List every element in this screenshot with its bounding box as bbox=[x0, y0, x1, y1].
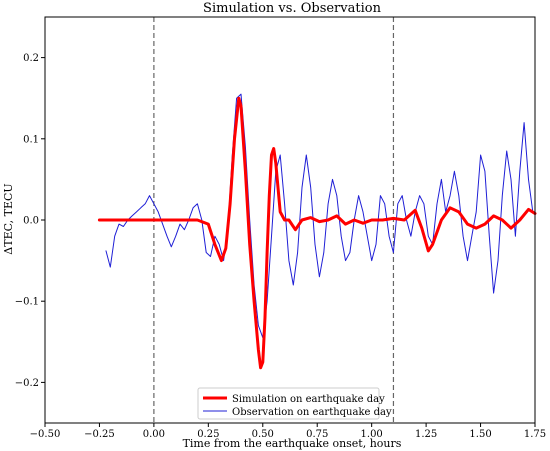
x-tick-label: 1.75 bbox=[524, 429, 546, 440]
y-tick-label: −0.1 bbox=[15, 297, 39, 308]
chart-title: Simulation vs. Observation bbox=[203, 1, 382, 16]
x-tick-label: 0.00 bbox=[143, 429, 165, 440]
x-tick-label: 0.50 bbox=[252, 429, 274, 440]
series-line-simulation bbox=[97, 96, 537, 370]
series-line-observation bbox=[105, 93, 534, 339]
legend-label-simulation: Simulation on earthquake day bbox=[232, 394, 385, 405]
y-tick-label: 0.2 bbox=[23, 53, 39, 64]
plot-area: −0.50 −0.25 0.00 0.25 0.50 0.75 1.00 1.25 1.50 1.… bbox=[15, 16, 546, 440]
x-tick-label: −0.50 bbox=[30, 429, 61, 440]
x-axis-label: Time from the earthquake onset, hours bbox=[183, 437, 402, 450]
y-tick-label: −0.2 bbox=[15, 378, 39, 389]
x-tick-label: 0.75 bbox=[306, 429, 328, 440]
y-axis-label: ΔTEC, TECU bbox=[2, 183, 15, 254]
legend: Simulation on earthquake day Observation… bbox=[197, 387, 392, 420]
y-tick-label: 0.1 bbox=[23, 134, 39, 145]
x-tick-label: 0.25 bbox=[197, 429, 219, 440]
y-tick-label: 0.0 bbox=[23, 216, 39, 227]
x-tick-label: 1.00 bbox=[361, 429, 383, 440]
legend-label-observation: Observation on earthquake day bbox=[232, 407, 392, 418]
x-tick-label: 1.25 bbox=[415, 429, 437, 440]
x-tick-label: 1.50 bbox=[469, 429, 491, 440]
legend-frame bbox=[197, 387, 380, 420]
x-tick-label: −0.25 bbox=[84, 429, 115, 440]
